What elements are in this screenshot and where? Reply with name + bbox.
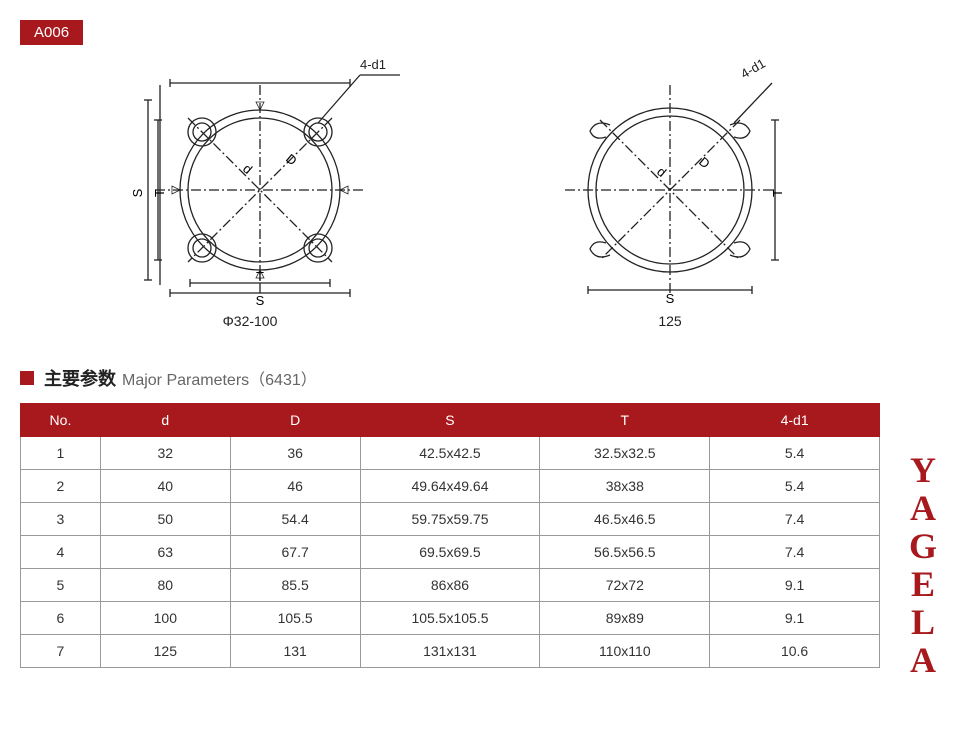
diagrams-row: 4-d1 [20,55,936,349]
table-cell: 59.75x59.75 [360,503,540,536]
diagram-right-caption: 125 [658,313,681,329]
table-col-header: S [360,404,540,437]
section-title-cn: 主要参数 [44,365,116,391]
table-row: 7125131131x131110x11010.6 [21,635,880,668]
table-cell: 63 [100,536,230,569]
table-header: No.dDST4-d1 [21,404,880,437]
table-cell: 56.5x56.5 [540,536,710,569]
table-cell: 86x86 [360,569,540,602]
table-cell: 110x110 [540,635,710,668]
table-cell: 46 [230,470,360,503]
diagram-left-caption: Φ32-100 [223,313,278,329]
table-cell: 100 [100,602,230,635]
table-cell: 54.4 [230,503,360,536]
table-cell: 36 [230,437,360,470]
table-col-header: No. [21,404,101,437]
section-title-en: Major Parameters（6431） [122,366,317,390]
table-cell: 3 [21,503,101,536]
table-body: 1323642.5x42.532.5x32.55.42404649.64x49.… [21,437,880,668]
table-row: 1323642.5x42.532.5x32.55.4 [21,437,880,470]
table-cell: 1 [21,437,101,470]
table-cell: 125 [100,635,230,668]
svg-text:D: D [696,154,713,172]
svg-text:T: T [770,189,785,197]
svg-text:S: S [256,293,265,305]
parameters-table: No.dDST4-d1 1323642.5x42.532.5x32.55.424… [20,403,880,668]
table-cell: 9.1 [710,569,880,602]
svg-text:S: S [666,291,675,305]
table-cell: 49.64x49.64 [360,470,540,503]
table-cell: 105.5 [230,602,360,635]
table-cell: 80 [100,569,230,602]
svg-text:T: T [152,189,167,197]
diagram-right-svg: T S D d [520,65,820,305]
table-col-header: D [230,404,360,437]
table-cell: 5 [21,569,101,602]
table-cell: 7.4 [710,503,880,536]
table-cell: 69.5x69.5 [360,536,540,569]
svg-text:S: S [130,188,145,197]
table-col-header: 4-d1 [710,404,880,437]
table-cell: 2 [21,470,101,503]
section-title: 主要参数 Major Parameters（6431） [20,365,936,391]
table-cell: 40 [100,470,230,503]
table-cell: 131 [230,635,360,668]
table-cell: 131x131 [360,635,540,668]
callout-4d1-left: 4-d1 [360,57,386,72]
table-col-header: T [540,404,710,437]
table-cell: 50 [100,503,230,536]
svg-text:d: d [240,161,255,177]
brand-watermark: YAGELA [902,450,944,678]
table-row: 2404649.64x49.6438x385.4 [21,470,880,503]
table-cell: 32.5x32.5 [540,437,710,470]
table-cell: 4 [21,536,101,569]
table-cell: 5.4 [710,470,880,503]
table-cell: 10.6 [710,635,880,668]
table-cell: 42.5x42.5 [360,437,540,470]
table-cell: 7 [21,635,101,668]
red-square-icon [20,371,34,385]
table-cell: 67.7 [230,536,360,569]
table-row: 6100105.5105.5x105.589x899.1 [21,602,880,635]
table-col-header: d [100,404,230,437]
table-cell: 38x38 [540,470,710,503]
table-cell: 6 [21,602,101,635]
diagram-left: 4-d1 [100,65,400,329]
table-row: 58085.586x8672x729.1 [21,569,880,602]
table-cell: 32 [100,437,230,470]
table-cell: 89x89 [540,602,710,635]
svg-text:T: T [256,269,264,284]
table-cell: 85.5 [230,569,360,602]
table-cell: 7.4 [710,536,880,569]
table-cell: 46.5x46.5 [540,503,710,536]
svg-text:d: d [654,164,669,180]
table-row: 35054.459.75x59.7546.5x46.57.4 [21,503,880,536]
diagram-right: 4-d1 [520,65,820,329]
table-cell: 72x72 [540,569,710,602]
table-row: 46367.769.5x69.556.5x56.57.4 [21,536,880,569]
table-cell: 9.1 [710,602,880,635]
diagram-left-svg: S T S T D d [100,65,400,305]
table-cell: 105.5x105.5 [360,602,540,635]
table-cell: 5.4 [710,437,880,470]
product-code-badge: A006 [20,20,83,45]
